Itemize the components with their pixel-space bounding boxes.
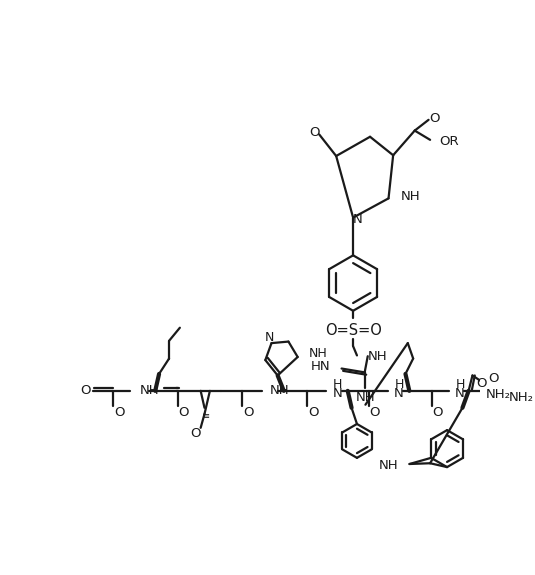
- Text: O: O: [430, 112, 440, 125]
- Text: O=S=O: O=S=O: [325, 323, 381, 338]
- Text: HN: HN: [311, 361, 331, 374]
- Text: H: H: [455, 378, 465, 391]
- Text: H: H: [333, 378, 342, 391]
- Text: NH₂: NH₂: [509, 390, 533, 404]
- Text: N: N: [264, 331, 274, 344]
- Text: O: O: [370, 406, 380, 419]
- Text: NH: NH: [356, 390, 375, 404]
- Text: N: N: [455, 388, 464, 400]
- Text: O: O: [179, 406, 189, 419]
- Text: NH: NH: [270, 384, 289, 397]
- Text: OR: OR: [439, 135, 459, 148]
- Text: N: N: [394, 388, 404, 400]
- Text: N: N: [332, 388, 342, 400]
- Text: O: O: [80, 384, 90, 397]
- Text: NH: NH: [368, 350, 387, 363]
- Text: NH: NH: [309, 347, 328, 359]
- Text: O: O: [309, 126, 320, 139]
- Text: O: O: [476, 377, 487, 390]
- Text: O: O: [488, 372, 499, 385]
- Text: O: O: [243, 406, 254, 419]
- Text: O: O: [308, 406, 318, 419]
- Text: O: O: [114, 406, 124, 419]
- Text: O: O: [190, 427, 201, 440]
- Text: ≡: ≡: [202, 411, 210, 420]
- Text: N: N: [353, 213, 363, 225]
- Text: NH: NH: [140, 384, 159, 397]
- Text: H: H: [395, 378, 404, 391]
- Text: NH: NH: [379, 459, 399, 472]
- Text: NH₂: NH₂: [486, 388, 510, 401]
- Text: NH: NH: [401, 190, 421, 204]
- Text: O: O: [433, 406, 443, 419]
